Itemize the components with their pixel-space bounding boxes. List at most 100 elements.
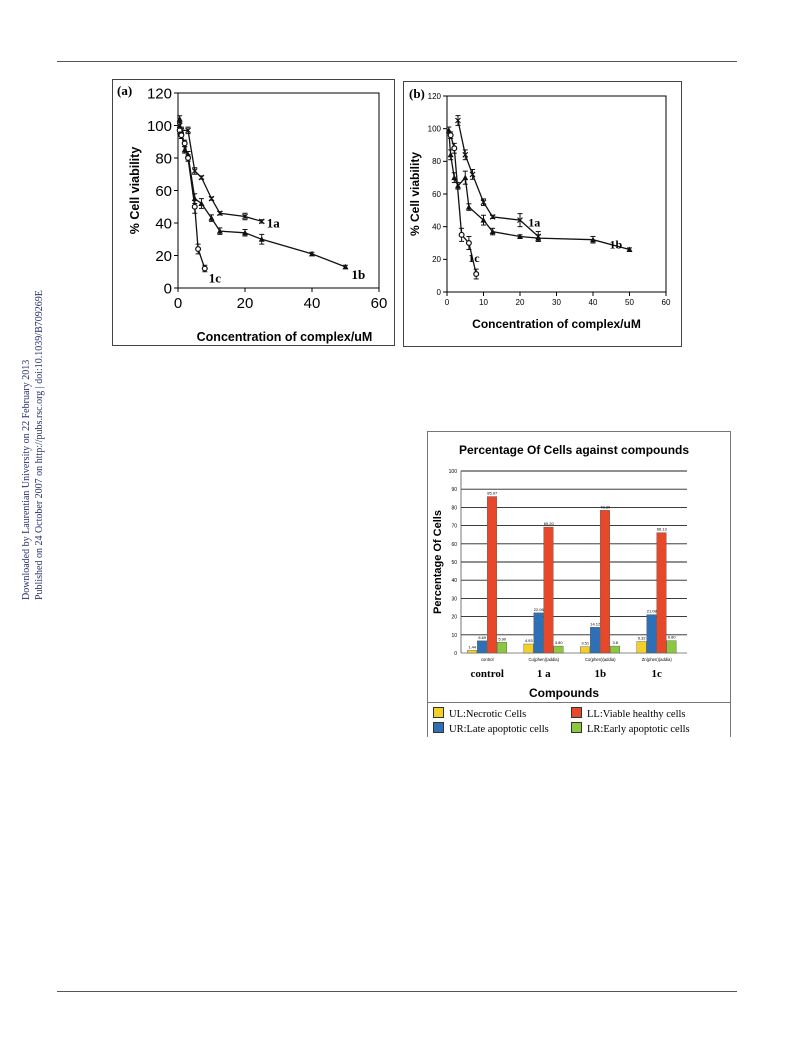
bar — [600, 510, 610, 654]
x-tick-label: 20 — [516, 298, 525, 307]
series-1b: 1b — [176, 115, 365, 282]
data-point-1a — [185, 127, 191, 134]
legend-item-viable: LL:Viable healthy cells — [571, 707, 686, 720]
data-point-1b — [535, 235, 542, 241]
bar-value-label: 6.32 — [638, 635, 647, 640]
series-line-1b — [179, 118, 346, 268]
bar — [543, 526, 554, 654]
data-point-1a — [462, 151, 469, 158]
y-tick-label: 120 — [147, 85, 172, 102]
category-sublabel: Co(phen)(addia) — [585, 657, 616, 662]
download-note: Downloaded by Laurentian University on 2… — [20, 290, 46, 600]
data-point-1b — [451, 174, 458, 181]
y-tick-label: 10 — [451, 633, 457, 639]
data-point-1a — [258, 218, 265, 225]
bar-chart-title: Percentage Of Cells against compounds — [459, 443, 689, 457]
data-point-1c — [447, 132, 454, 139]
y-tick-label: 40 — [451, 578, 457, 584]
bar-value-label: 6.80 — [668, 635, 677, 640]
legend-swatch-late-apoptotic — [433, 722, 444, 733]
data-point-1b — [342, 263, 349, 270]
chart-panel-a: 0 20 40 60 80 100 120 0 20 40 60 Concentration of c… — [112, 79, 395, 346]
bar-value-label: 21.08 — [647, 609, 658, 614]
legend-item-necrotic: UL:Necrotic Cells — [433, 707, 526, 720]
y-tick-label: 60 — [451, 542, 457, 548]
y-tick-label: 60 — [155, 183, 172, 200]
bar-value-label: 22.06 — [534, 607, 545, 612]
data-point-1b — [447, 151, 454, 158]
data-point-1b — [258, 236, 265, 242]
x-tick-label: 60 — [371, 295, 388, 312]
bar-value-label: 3.8 — [612, 640, 618, 645]
bar-value-label: 1.44 — [468, 644, 477, 649]
legend-label-early-apoptotic: LR:Early apoptotic cells — [587, 724, 690, 735]
bar-value-label: 14.12 — [590, 621, 601, 626]
x-tick-label: 30 — [552, 298, 561, 307]
y-axis-label: % Cell viability — [128, 147, 142, 235]
series-label-1b: 1b — [610, 238, 623, 252]
y-tick-label: 80 — [155, 150, 172, 167]
download-note-line2: Published on 24 October 2007 on http://p… — [34, 290, 45, 600]
category-sublabel: Cu(phen)(addia) — [529, 657, 560, 662]
y-axis-label: Percentage Of Cells — [432, 510, 444, 614]
x-axis-label: Compounds — [529, 686, 599, 700]
series-label-1a: 1a — [528, 215, 540, 229]
data-point-1c — [178, 132, 185, 139]
bar — [533, 612, 544, 654]
data-point-1a — [242, 213, 248, 220]
series-line-1a — [457, 120, 539, 237]
data-point-1a — [480, 199, 487, 206]
data-point-1b — [309, 250, 315, 257]
legend-item-early-apoptotic: LR:Early apoptotic cells — [571, 722, 690, 735]
x-tick-label: 20 — [237, 295, 254, 312]
data-point-1b — [590, 236, 596, 243]
top-rule — [57, 61, 737, 62]
bar-value-label: 6.69 — [478, 635, 487, 640]
legend-label-necrotic: UL:Necrotic Cells — [449, 709, 527, 720]
data-point-1b — [462, 174, 469, 181]
category-label: 1c — [652, 668, 663, 680]
bar — [590, 627, 600, 654]
data-point-1c — [201, 265, 208, 272]
bar — [497, 642, 507, 654]
bar-chart-panel: Percentage Of Cells against compounds 0 10… — [427, 431, 731, 737]
series-label-1c: 1c — [209, 271, 222, 286]
bottom-rule — [57, 991, 737, 992]
panel-label-a: (a) — [117, 83, 133, 98]
bar — [467, 650, 477, 654]
bar — [580, 646, 590, 654]
y-tick-label: 0 — [454, 651, 457, 657]
data-point-1b — [517, 233, 523, 239]
data-point-1b — [242, 229, 248, 236]
x-axis-label: Concentration of complex/uM — [472, 317, 641, 331]
legend-swatch-viable — [571, 707, 582, 718]
series-1c: 1c — [176, 126, 222, 286]
y-tick-label: 90 — [451, 487, 457, 493]
y-tick-label: 20 — [432, 255, 441, 264]
y-tick-label: 0 — [437, 288, 442, 297]
data-point-1b — [626, 246, 633, 253]
category-label: 1 a — [537, 668, 551, 680]
legend-label-viable: LL:Viable healthy cells — [587, 709, 686, 720]
bar-value-label: 5.90 — [498, 636, 507, 641]
bar — [487, 496, 497, 654]
y-tick-label: 100 — [428, 125, 442, 134]
y-tick-label: 70 — [451, 524, 457, 530]
legend-label-late-apoptotic: UR:Late apoptotic cells — [449, 724, 549, 735]
panel-label-b: (b) — [409, 86, 425, 101]
data-point-1a — [208, 195, 215, 202]
series-1c: 1c — [447, 131, 480, 280]
viability-chart-b: 0 20 40 60 80 100 120 0 10 20 30 40 50 60 Concentratio… — [408, 92, 671, 331]
x-tick-label: 40 — [304, 295, 321, 312]
chart-panel-b: 0 20 40 60 80 100 120 0 10 20 30 40 50 60 Concentratio… — [403, 81, 682, 347]
y-tick-label: 20 — [451, 615, 457, 621]
data-point-1c — [473, 271, 480, 278]
data-point-1a — [216, 210, 223, 217]
x-axis-label: Concentration of complex/uM — [197, 330, 373, 344]
x-tick-label: 0 — [174, 295, 182, 312]
bar-value-label: 85.97 — [487, 491, 498, 496]
data-point-1c — [181, 140, 188, 147]
y-tick-label: 0 — [164, 280, 172, 297]
bar — [477, 640, 487, 654]
series-1b: 1b — [445, 126, 633, 253]
